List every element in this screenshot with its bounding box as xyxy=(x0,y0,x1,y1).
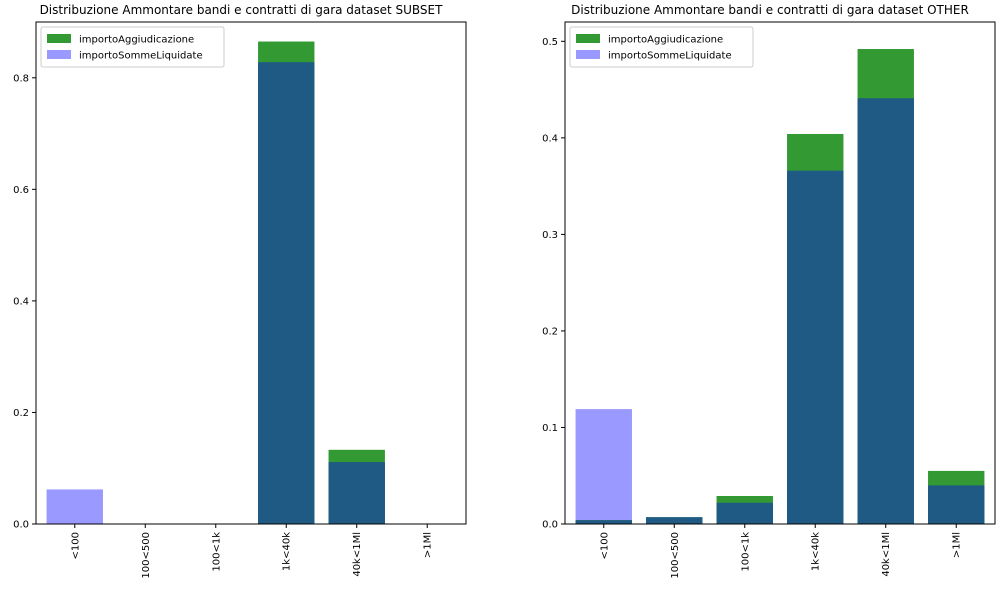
legend-label-importoSommeLiquidate: importoSommeLiquidate xyxy=(608,51,732,62)
bar-overlap-4 xyxy=(328,462,385,524)
legend-swatch-importoSommeLiquidate xyxy=(47,50,71,59)
bar-group xyxy=(575,49,985,525)
chart-title: Distribuzione Ammontare bandi e contratt… xyxy=(571,3,969,17)
y-tick-label: 0.0 xyxy=(542,520,558,531)
y-tick-label: 0.8 xyxy=(13,73,29,84)
y-tick-label: 0.6 xyxy=(13,185,29,196)
bar-overlap-0 xyxy=(575,520,632,524)
axes-frame xyxy=(564,21,996,525)
chart-subset: Distribuzione Ammontare bandi e contratt… xyxy=(13,3,467,579)
y-tick-label: 0.1 xyxy=(542,423,558,434)
x-tick-label: 100<500 xyxy=(670,532,681,579)
x-tick-label: 100<1k xyxy=(740,532,751,572)
y-axis-ticks: 0.0 0.1 0.2 0.3 0.4 0.5 xyxy=(542,37,565,531)
legend: importoAggiudicazione importoSommeLiquida… xyxy=(569,26,754,68)
bar-overlap-3 xyxy=(787,170,844,524)
axes xyxy=(35,21,467,525)
legend-label-importoAggiudicazione: importoAggiudicazione xyxy=(79,35,194,46)
legend-swatch-importoAggiudicazione xyxy=(576,34,600,43)
y-tick-label: 0.2 xyxy=(13,408,29,419)
bar-overlap-2 xyxy=(716,502,773,524)
y-tick-label: 0.3 xyxy=(542,230,558,241)
x-tick-label: >1Ml xyxy=(423,532,434,558)
bar-overlap-1 xyxy=(646,517,703,524)
x-tick-label: 100<1k xyxy=(211,532,222,572)
bar-group xyxy=(46,41,385,525)
y-tick-label: 0.5 xyxy=(542,37,558,48)
legend-box xyxy=(40,26,225,68)
legend: importoAggiudicazione importoSommeLiquida… xyxy=(40,26,225,68)
chart-title: Distribuzione Ammontare bandi e contratt… xyxy=(40,3,444,17)
chart-other: Distribuzione Ammontare bandi e contratt… xyxy=(542,3,996,579)
y-tick-label: 0.4 xyxy=(542,133,558,144)
x-tick-label: 100<500 xyxy=(141,532,152,579)
y-axis-ticks: 0.0 0.2 0.4 0.6 0.8 xyxy=(13,73,36,531)
y-tick-label: 0.0 xyxy=(13,520,29,531)
legend-label-importoSommeLiquidate: importoSommeLiquidate xyxy=(79,51,203,62)
legend-swatch-importoSommeLiquidate xyxy=(576,50,600,59)
x-tick-label: 1k<40k xyxy=(811,532,822,571)
x-tick-label: <100 xyxy=(599,532,610,559)
x-axis-ticks: <100 100<500 100<1k 1k<40k 40k<1Ml >1Ml xyxy=(70,524,434,579)
x-tick-label: >1Ml xyxy=(952,532,963,558)
y-tick-label: 0.2 xyxy=(542,326,558,337)
axes-frame xyxy=(35,21,467,525)
legend-label-importoAggiudicazione: importoAggiudicazione xyxy=(608,35,723,46)
bar-overlap-5 xyxy=(928,485,985,524)
bar-importoSommeLiquidate-0 xyxy=(575,409,632,524)
bar-overlap-3 xyxy=(258,62,315,524)
x-tick-label: 40k<1Ml xyxy=(881,532,892,577)
bar-importoSommeLiquidate-0 xyxy=(46,489,103,524)
axes xyxy=(564,21,996,525)
legend-swatch-importoAggiudicazione xyxy=(47,34,71,43)
legend-box xyxy=(569,26,754,68)
bar-overlap-4 xyxy=(857,98,914,524)
x-axis-ticks: <100 100<500 100<1k 1k<40k 40k<1Ml >1Ml xyxy=(599,524,963,579)
x-tick-label: 1k<40k xyxy=(282,532,293,571)
y-tick-label: 0.4 xyxy=(13,296,29,307)
x-tick-label: 40k<1Ml xyxy=(352,532,363,577)
x-tick-label: <100 xyxy=(70,532,81,559)
